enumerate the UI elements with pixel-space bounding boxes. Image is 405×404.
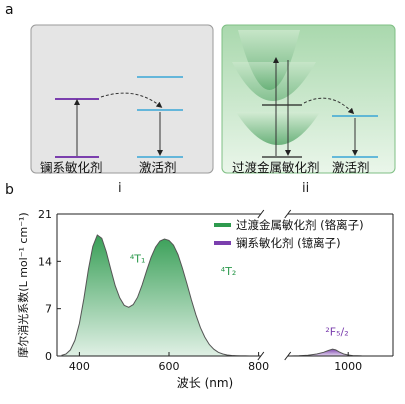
energy-level-diagram: 镧系敏化剂 激活剂 i 过渡金属敏化剂 激活剂 ii xyxy=(30,24,396,196)
tm-sensitizer-label: 过渡金属敏化剂 xyxy=(232,160,320,175)
x-tick-label: 600 xyxy=(159,360,180,373)
roman-ii: ii xyxy=(302,181,309,196)
x-tick-label: 1000 xyxy=(334,360,362,373)
y-tick-label: 21 xyxy=(38,208,52,221)
tm-energy-transfer-arrow xyxy=(303,97,355,115)
roman-i: i xyxy=(118,181,122,196)
legend-swatch-1 xyxy=(214,241,231,245)
peak-annotation-1: ⁴T₂ xyxy=(221,265,237,278)
y-axis-label: 摩尔消光系数(L mol⁻¹ cm⁻¹) xyxy=(16,212,30,357)
x-tick-label: 400 xyxy=(69,360,90,373)
x-tick-label: 800 xyxy=(248,360,269,373)
axis-break-mark-top-1 xyxy=(284,209,292,219)
middle-potential-well xyxy=(232,62,316,101)
y-tick-label: 14 xyxy=(38,255,52,268)
y-tick-label: 7 xyxy=(45,303,52,316)
axis-break-mark-0 xyxy=(257,351,265,361)
peak-annotation-2: ²F₅/₂ xyxy=(325,326,348,339)
activator-label-i: 激活剂 xyxy=(139,160,177,175)
ground-potential-well xyxy=(236,112,320,145)
series-area-1 xyxy=(290,349,389,356)
legend-swatch-0 xyxy=(214,223,231,227)
panel-b-letter: b xyxy=(5,182,14,198)
activator-label-ii: 激活剂 xyxy=(332,160,370,175)
axis-break-mark-1 xyxy=(284,351,292,361)
x-axis-label: 波长 (nm) xyxy=(177,376,233,390)
legend-label-0: 过渡金属敏化剂 (铬离子) xyxy=(236,218,364,232)
legend-label-1: 镧系敏化剂 (镱离子) xyxy=(236,236,341,250)
series-area-0 xyxy=(61,235,250,356)
lanthanide-sensitizer-label: 镧系敏化剂 xyxy=(40,160,103,175)
panel-a-letter: a xyxy=(5,2,14,18)
series-line-0 xyxy=(61,234,250,357)
peak-annotation-0: ⁴T₁ xyxy=(130,253,146,266)
energy-transfer-arrow xyxy=(100,92,163,108)
y-tick-label: 0 xyxy=(45,350,52,363)
axis-break-mark-top-0 xyxy=(257,209,265,219)
absorption-chart: 400 600 800 1000 0 7 14 21 波长 (nm) 摩尔消光系数(L mol⁻¹… xyxy=(16,208,394,390)
